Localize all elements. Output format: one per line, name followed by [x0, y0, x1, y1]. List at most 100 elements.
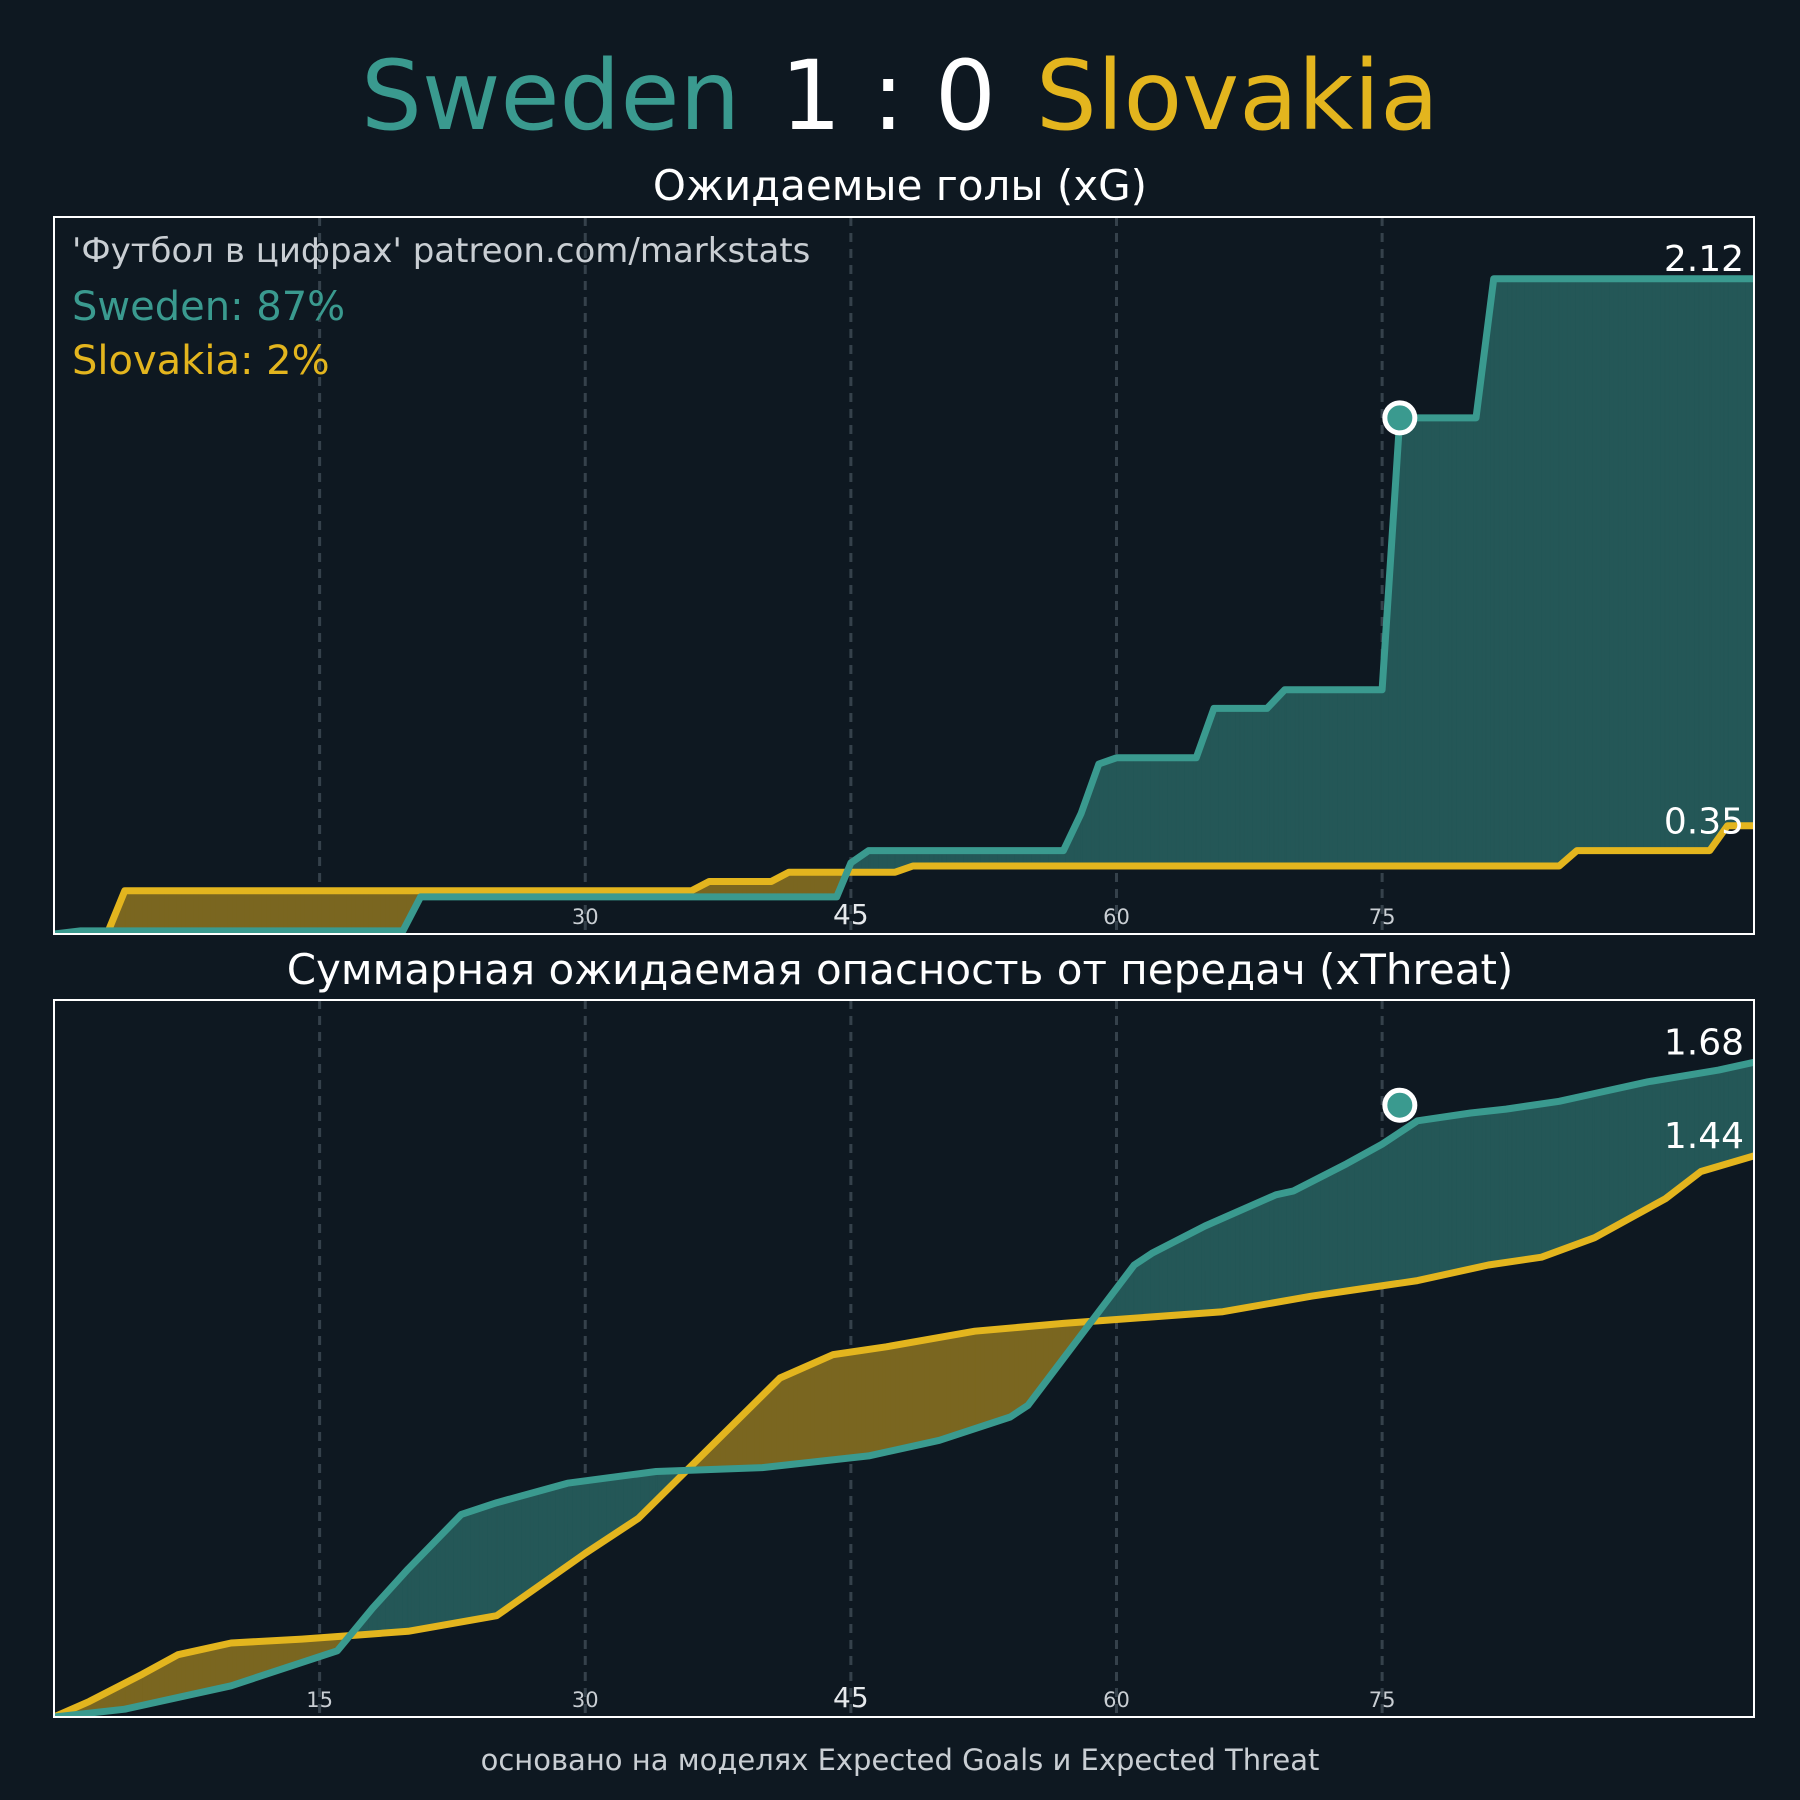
difference-fill — [261, 890, 267, 932]
difference-fill — [1736, 278, 1742, 827]
difference-fill — [1655, 278, 1661, 851]
difference-fill — [1677, 278, 1683, 851]
difference-fill — [1145, 757, 1151, 867]
difference-fill — [1256, 1200, 1262, 1307]
difference-fill — [1111, 757, 1117, 867]
difference-fill — [559, 1483, 565, 1573]
difference-fill — [257, 1640, 263, 1678]
difference-fill — [810, 871, 816, 898]
difference-fill — [1371, 1147, 1377, 1288]
difference-fill — [818, 1358, 824, 1462]
difference-fill — [1307, 1181, 1312, 1298]
difference-fill — [1439, 1116, 1445, 1277]
difference-fill — [623, 1474, 629, 1529]
difference-fill — [1239, 1208, 1245, 1310]
difference-fill — [1536, 1103, 1542, 1259]
difference-fill — [1349, 1158, 1355, 1291]
difference-fill — [832, 1353, 837, 1461]
difference-fill — [1643, 278, 1649, 851]
difference-fill — [1536, 278, 1542, 867]
difference-fill — [1175, 1238, 1181, 1316]
difference-fill — [1196, 742, 1202, 867]
difference-fill — [742, 1410, 748, 1469]
difference-fill — [1184, 757, 1190, 867]
difference-fill — [759, 1394, 763, 1469]
difference-fill — [1562, 278, 1568, 864]
difference-fill — [397, 890, 403, 932]
difference-fill — [130, 890, 136, 932]
difference-fill — [865, 1348, 869, 1457]
difference-fill — [440, 1530, 446, 1626]
difference-fill — [427, 1543, 433, 1629]
difference-fill — [525, 1492, 531, 1596]
difference-fill — [1630, 278, 1636, 851]
difference-fill — [1137, 1259, 1143, 1319]
difference-fill — [215, 890, 221, 932]
difference-fill — [431, 1538, 437, 1628]
difference-fill — [1617, 1086, 1623, 1226]
difference-fill — [924, 1338, 930, 1444]
difference-fill — [1209, 1221, 1215, 1314]
difference-fill — [1430, 1117, 1436, 1279]
difference-fill — [529, 1491, 535, 1593]
difference-fill — [1630, 1084, 1636, 1219]
difference-fill — [1494, 1109, 1500, 1265]
difference-fill — [1260, 708, 1266, 867]
difference-fill — [929, 1338, 935, 1443]
difference-fill — [1719, 278, 1725, 838]
difference-fill — [512, 1496, 518, 1605]
difference-fill — [496, 1501, 501, 1617]
difference-fill — [822, 1356, 828, 1462]
difference-fill — [844, 1351, 850, 1460]
difference-fill — [1107, 758, 1113, 867]
difference-fill — [767, 1384, 773, 1468]
difference-fill — [1558, 1100, 1564, 1252]
difference-fill — [1158, 757, 1164, 867]
difference-fill — [1022, 1326, 1028, 1410]
difference-fill — [797, 1367, 803, 1465]
difference-fill — [1247, 708, 1253, 867]
difference-fill — [172, 1654, 178, 1700]
difference-fill — [810, 1362, 816, 1463]
difference-fill — [1260, 1198, 1266, 1306]
difference-fill — [1315, 1176, 1321, 1296]
difference-fill — [1332, 689, 1338, 867]
difference-fill — [487, 1503, 493, 1618]
difference-fill — [1464, 1112, 1470, 1271]
difference-fill — [576, 1480, 582, 1561]
difference-fill — [1226, 708, 1232, 867]
difference-fill — [482, 1505, 488, 1619]
plot-frame — [53, 216, 1755, 935]
difference-fill — [499, 1499, 505, 1614]
difference-fill — [1643, 1081, 1649, 1212]
difference-fill — [1621, 278, 1627, 851]
difference-fill — [1307, 689, 1313, 867]
difference-fill — [1728, 278, 1734, 827]
difference-fill — [185, 1651, 191, 1697]
difference-fill — [1364, 1151, 1368, 1289]
difference-fill — [1103, 760, 1109, 867]
difference-fill — [1698, 278, 1704, 851]
difference-fill — [236, 1641, 242, 1685]
difference-fill — [618, 1475, 624, 1532]
difference-fill — [1604, 278, 1610, 851]
difference-fill — [1311, 1178, 1317, 1297]
difference-fill — [419, 1551, 425, 1630]
difference-fill — [1303, 1183, 1309, 1298]
difference-fill — [895, 1343, 901, 1451]
difference-fill — [210, 890, 216, 932]
difference-fill — [1702, 278, 1708, 851]
difference-fill — [1502, 1108, 1507, 1264]
difference-fill — [1417, 417, 1423, 867]
difference-fill — [1485, 303, 1491, 867]
difference-fill — [1158, 1246, 1164, 1317]
difference-fill — [1188, 757, 1194, 867]
x-tick-label-30: 30 — [572, 1688, 599, 1712]
difference-fill — [189, 1650, 195, 1696]
difference-fill — [818, 871, 824, 898]
difference-fill — [907, 1341, 913, 1448]
difference-fill — [1647, 278, 1653, 851]
difference-fill — [1456, 417, 1462, 867]
difference-fill — [1541, 278, 1547, 867]
difference-fill — [1494, 278, 1500, 867]
